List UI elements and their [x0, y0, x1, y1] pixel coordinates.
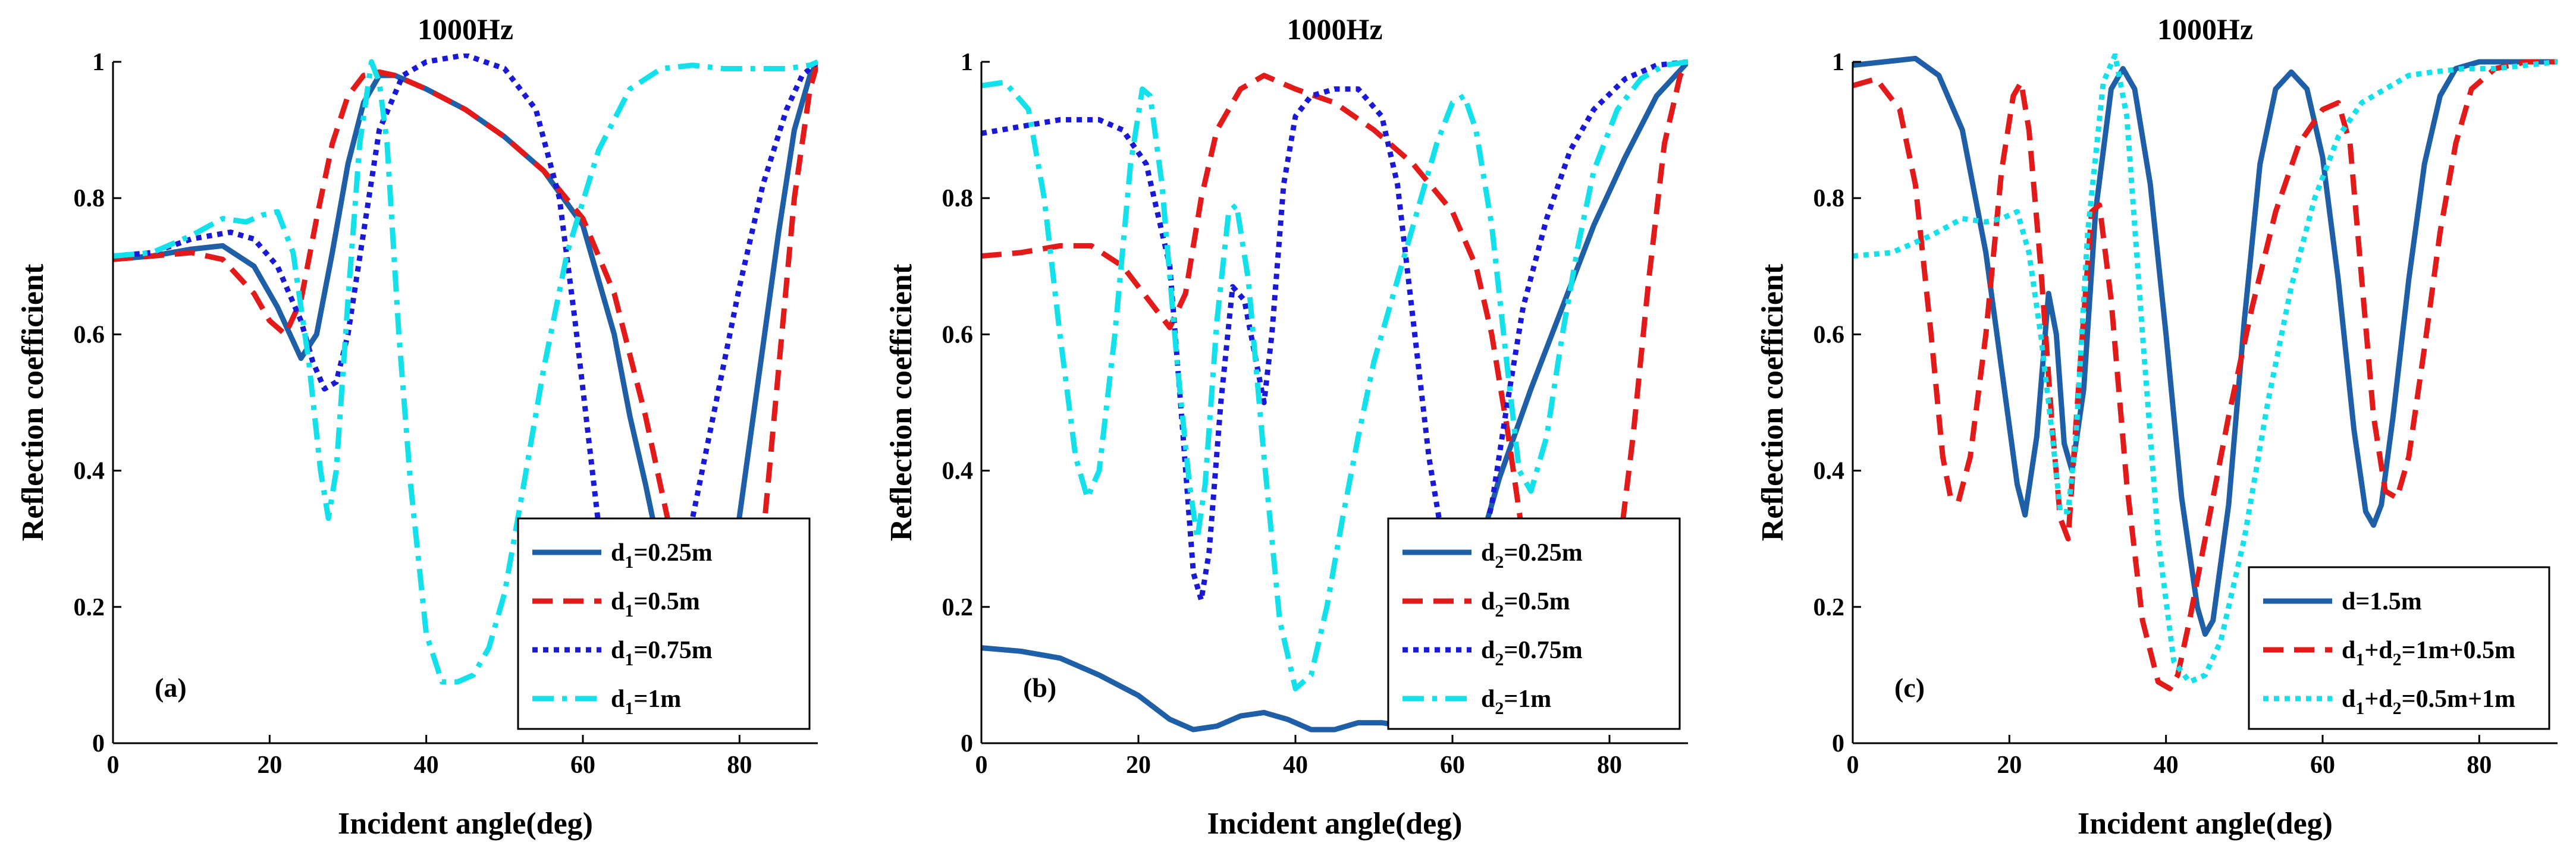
y-tick-label: 0.4 — [1813, 458, 1845, 485]
legend-label: d2=1m — [1481, 686, 1551, 718]
y-tick-label: 0.8 — [1813, 185, 1845, 212]
chart-panel-2: 1000Hz 0 0.2 0.4 0.6 0.8 1 0 20 40 60 80 Incident an… — [884, 12, 1688, 841]
legend-label: d2=0.25m — [1481, 539, 1583, 572]
y-tick-label: 0.2 — [1813, 594, 1845, 621]
legend: d=1.5m d1+d2=1m+0.5m d1+d2=0.5m+1m — [2248, 566, 2550, 730]
legend-label: d=1.5m — [2342, 588, 2422, 615]
series-line-3 — [1853, 54, 2558, 685]
legend-label: d1+d2=1m+0.5m — [2342, 637, 2515, 669]
y-axis-label: Reflection coefficient — [1756, 263, 1790, 541]
x-tick-label: 0 — [107, 752, 120, 779]
y-tick-label: 0.8 — [74, 185, 105, 212]
panel-label: (b) — [1023, 672, 1056, 703]
y-tick-label: 0 — [961, 730, 973, 757]
x-axis-label: Incident angle(deg) — [2078, 807, 2333, 841]
x-tick-label: 20 — [1126, 752, 1151, 779]
x-tick-label: 80 — [727, 752, 752, 779]
x-tick-label: 40 — [2154, 752, 2179, 779]
y-tick-label: 0.2 — [942, 594, 974, 621]
series-line-3 — [981, 59, 1688, 603]
y-tick-label: 1 — [92, 49, 105, 76]
x-tick-label: 60 — [2310, 752, 2335, 779]
chart-panel-3: 1000Hz 0 0.2 0.4 0.6 0.8 1 0 20 40 60 80 Incident an… — [1756, 12, 2558, 841]
y-tick-label: 0 — [92, 730, 105, 757]
x-tick-label: 40 — [1283, 752, 1308, 779]
y-axis-label: Reflection coefficient — [16, 263, 50, 541]
x-axis-label: Incident angle(deg) — [1207, 807, 1463, 841]
legend-label: d1=1m — [611, 686, 681, 718]
legend-label: d2=0.75m — [1481, 637, 1583, 669]
series-line-4 — [113, 59, 818, 685]
x-tick-label: 40 — [414, 752, 439, 779]
series-line-3 — [113, 54, 818, 712]
x-tick-label: 20 — [257, 752, 282, 779]
y-axis-label: Reflection coefficient — [884, 263, 918, 541]
y-tick-label: 1 — [961, 49, 973, 76]
x-tick-label: 0 — [1847, 752, 1859, 779]
legend-label: d1+d2=0.5m+1m — [2342, 686, 2515, 718]
x-tick-label: 60 — [1440, 752, 1465, 779]
y-tick-label: 0.8 — [942, 185, 974, 212]
y-tick-label: 0.6 — [942, 321, 974, 348]
x-tick-label: 20 — [1997, 752, 2022, 779]
y-tick-label: 1 — [1832, 49, 1844, 76]
x-tick-label: 80 — [2467, 752, 2492, 779]
chart-panel-1: 1000Hz 0 0.2 0.4 0.6 0.8 1 0 20 40 60 80 Incident an… — [16, 12, 818, 841]
series-line-2 — [1853, 59, 2558, 691]
chart-title: 1000Hz — [1287, 12, 1382, 46]
x-tick-label: 0 — [975, 752, 988, 779]
y-tick-label: 0.6 — [74, 321, 105, 348]
x-tick-label: 60 — [570, 752, 595, 779]
series-line-2 — [113, 61, 818, 699]
x-tick-label: 80 — [1597, 752, 1622, 779]
y-tick-label: 0 — [1832, 730, 1844, 757]
y-tick-label: 0.2 — [74, 594, 105, 621]
chart-title: 1000Hz — [2157, 12, 2253, 46]
panel-label: (a) — [155, 672, 187, 703]
chart-title: 1000Hz — [418, 12, 513, 46]
series-line-1 — [1853, 55, 2558, 637]
series-line-4 — [981, 59, 1688, 691]
y-tick-label: 0.6 — [1813, 321, 1845, 348]
panel-label: (c) — [1894, 672, 1925, 703]
y-tick-label: 0.4 — [942, 458, 974, 485]
y-tick-label: 0.4 — [74, 458, 105, 485]
x-axis-label: Incident angle(deg) — [338, 807, 593, 841]
series-line-1 — [981, 59, 1688, 732]
